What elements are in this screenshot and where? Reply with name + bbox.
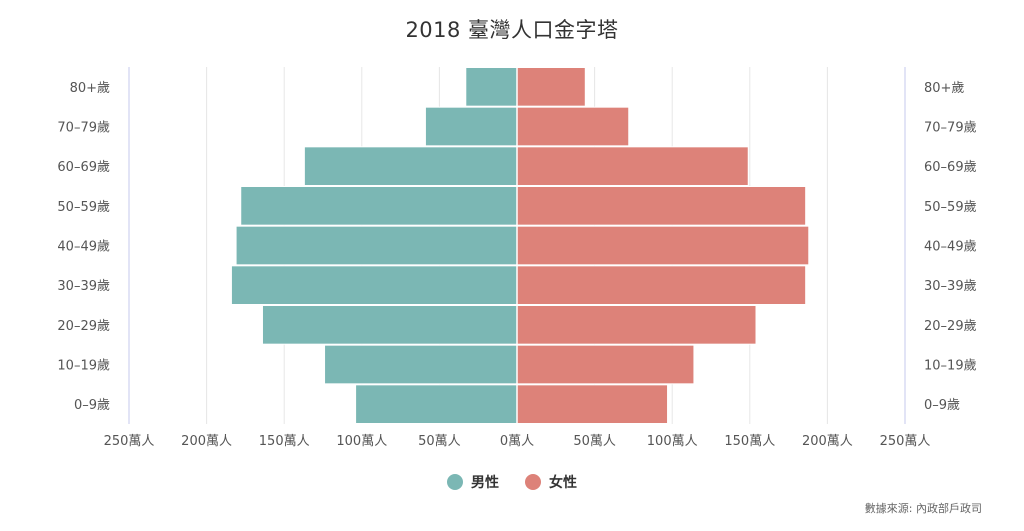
- x-tick-label: 150萬人: [724, 434, 775, 449]
- y-tick-label-right: 60–69歲: [924, 160, 977, 175]
- y-tick-label-left: 20–29歲: [57, 319, 110, 334]
- labels-layer: 250萬人 200萬人 150萬人 100萬人 50萬人 0萬人 50萬人 100萬人 150萬…: [57, 81, 976, 449]
- y-tick-label-left: 50–59歲: [57, 200, 110, 215]
- bar-male-4[interactable]: [235, 225, 518, 266]
- bar-female-1[interactable]: [516, 344, 695, 385]
- source-note: 數據來源: 內政部戶政司: [864, 502, 982, 515]
- x-tick-label: 50萬人: [573, 434, 616, 449]
- y-tick-label-right: 0–9歲: [924, 398, 960, 413]
- y-tick-label-right: 30–39歲: [924, 279, 977, 294]
- bar-female-5[interactable]: [516, 186, 807, 226]
- chart-title: 2018 臺灣人口金字塔: [405, 18, 619, 42]
- legend-item-male[interactable]: 男性: [447, 472, 499, 492]
- legend-swatch-male: [447, 474, 463, 490]
- bar-male-7[interactable]: [424, 106, 518, 147]
- y-tick-label-right: 50–59歲: [924, 200, 977, 215]
- x-tick-label: 150萬人: [259, 434, 310, 449]
- y-tick-label-left: 70–79歲: [57, 121, 110, 136]
- legend-swatch-female: [525, 474, 541, 490]
- x-tick-label: 100萬人: [647, 434, 698, 449]
- y-tick-label-left: 10–19歲: [57, 359, 110, 374]
- bar-female-4[interactable]: [516, 225, 810, 266]
- bar-female-7[interactable]: [516, 106, 630, 147]
- x-tick-label: 0萬人: [500, 434, 534, 449]
- bar-male-1[interactable]: [324, 344, 518, 385]
- bar-male-0[interactable]: [355, 384, 518, 425]
- x-tick-label: 250萬人: [104, 434, 155, 449]
- y-tick-label-left: 80+歲: [70, 81, 110, 96]
- bar-female-6[interactable]: [516, 146, 749, 186]
- legend-label-female: 女性: [549, 475, 577, 491]
- y-tick-label-left: 60–69歲: [57, 160, 110, 175]
- x-tick-label: 250萬人: [880, 434, 931, 449]
- bar-female-8[interactable]: [516, 67, 586, 107]
- x-tick-label: 200萬人: [181, 434, 232, 449]
- y-tick-label-right: 70–79歲: [924, 121, 977, 136]
- legend-label-male: 男性: [471, 475, 499, 491]
- y-tick-label-left: 40–49歲: [57, 240, 110, 255]
- y-tick-label-left: 30–39歲: [57, 279, 110, 294]
- y-tick-label-left: 0–9歲: [74, 398, 110, 413]
- y-tick-label-right: 80+歲: [924, 81, 964, 96]
- bars-layer: [230, 67, 810, 425]
- x-tick-label: 50萬人: [418, 434, 461, 449]
- x-tick-label: 100萬人: [336, 434, 387, 449]
- bar-female-3[interactable]: [516, 265, 807, 306]
- bar-male-6[interactable]: [303, 146, 518, 186]
- y-tick-label-right: 10–19歲: [924, 359, 977, 374]
- legend-item-female[interactable]: 女性: [525, 472, 577, 492]
- x-tick-label: 200萬人: [802, 434, 853, 449]
- bar-male-5[interactable]: [240, 186, 518, 226]
- bar-male-2[interactable]: [261, 305, 518, 345]
- y-tick-label-right: 40–49歲: [924, 240, 977, 255]
- bar-male-8[interactable]: [465, 67, 518, 107]
- bar-female-2[interactable]: [516, 305, 757, 345]
- y-tick-label-right: 20–29歲: [924, 319, 977, 334]
- bar-female-0[interactable]: [516, 384, 669, 425]
- bar-male-3[interactable]: [230, 265, 518, 306]
- legend: 男性 女性: [0, 472, 1024, 492]
